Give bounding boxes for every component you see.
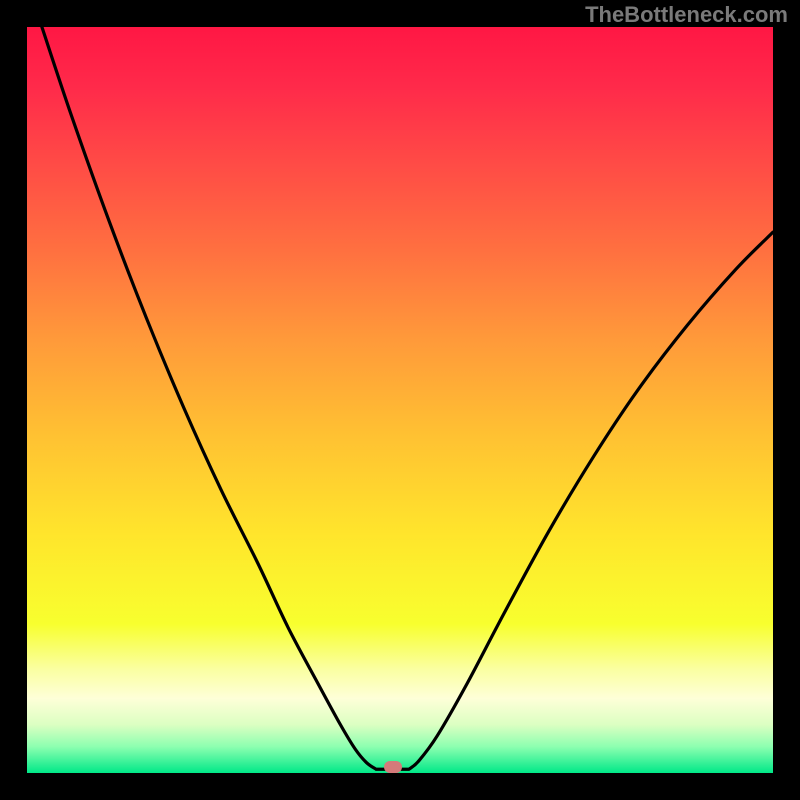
- watermark-text: TheBottleneck.com: [585, 2, 788, 28]
- plot-area: [27, 27, 773, 773]
- bottleneck-curve: [27, 27, 773, 773]
- optimal-point-marker: [384, 761, 402, 773]
- chart-container: TheBottleneck.com: [0, 0, 800, 800]
